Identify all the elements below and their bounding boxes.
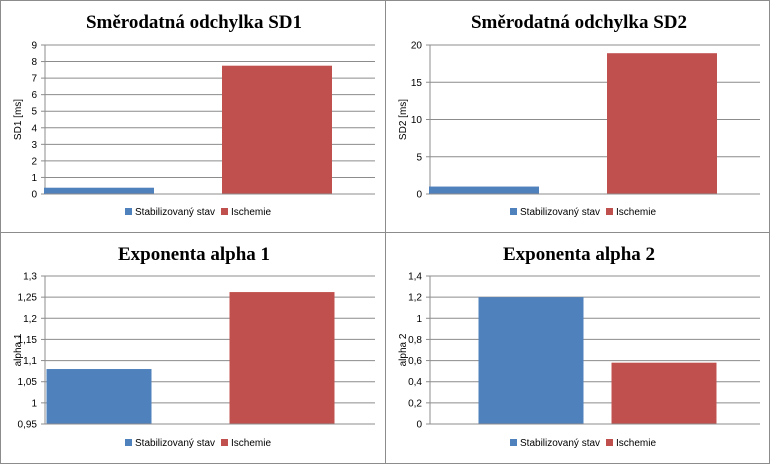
- bar: [46, 369, 152, 424]
- chart-title: Směrodatná odchylka SD2: [471, 12, 687, 33]
- y-axis-label: SD2 [ms]: [398, 99, 409, 140]
- legend-swatch: [221, 208, 228, 215]
- chart-panel-sd2: Směrodatná odchylka SD2 0 5 10 15 20 SD2 [ms] S…: [385, 0, 770, 233]
- legend-label: Stabilizovaný stav: [520, 207, 600, 218]
- chart-title: Směrodatná odchylka SD1: [86, 12, 302, 33]
- legend-label: Ischemie: [231, 438, 271, 449]
- legend-swatch: [606, 208, 613, 215]
- chart-title: Exponenta alpha 1: [118, 244, 270, 265]
- bar: [607, 53, 717, 194]
- legend-swatch: [510, 208, 517, 215]
- y-tick-label: 0: [416, 420, 422, 431]
- legend-label: Stabilizovaný stav: [520, 438, 600, 449]
- chart-svg-sd2: Směrodatná odchylka SD2 0 5 10 15 20 SD2 [ms] S…: [398, 12, 760, 218]
- y-tick-label: 5: [416, 152, 422, 163]
- y-tick-label: 0,4: [408, 377, 422, 388]
- y-tick-label: 0,6: [408, 356, 422, 367]
- chart-svg-alpha2: Exponenta alpha 2 0 0,2 0,4 0,6 0,8 1 1,2 1,4 alp…: [398, 244, 760, 449]
- legend-swatch: [125, 208, 132, 215]
- y-tick-label: 1: [416, 314, 422, 325]
- bar: [478, 297, 584, 424]
- y-tick-label: 0: [416, 190, 422, 201]
- y-tick-label: 1,2: [23, 314, 37, 325]
- y-tick-label: 0: [31, 190, 37, 201]
- legend-label: Ischemie: [231, 207, 271, 218]
- y-tick-label: 9: [31, 41, 37, 52]
- y-tick-label: 1,05: [18, 377, 38, 388]
- y-tick-label: 0,95: [18, 420, 38, 431]
- legend-label: Ischemie: [616, 438, 656, 449]
- y-tick-label: 10: [411, 115, 423, 126]
- y-tick-label: 1: [31, 398, 37, 409]
- y-tick-label: 6: [31, 90, 37, 101]
- y-tick-label: 0,2: [408, 398, 422, 409]
- y-tick-label: 1,2: [408, 293, 422, 304]
- legend-swatch: [125, 439, 132, 446]
- legend-label: Ischemie: [616, 207, 656, 218]
- chart-panel-sd1: Směrodatná odchylka SD1 0 1 2 3 4 5 6 7 8 9 SD1 [ms…: [0, 0, 386, 233]
- legend-swatch: [510, 439, 517, 446]
- bar: [229, 292, 335, 424]
- y-tick-label: 1,4: [408, 272, 422, 283]
- y-tick-label: 2: [31, 156, 37, 167]
- chart-title: Exponenta alpha 2: [503, 244, 655, 265]
- y-tick-label: 8: [31, 57, 37, 68]
- legend-label: Stabilizovaný stav: [135, 438, 215, 449]
- y-tick-label: 1,3: [23, 272, 37, 283]
- chart-svg-alpha1: Exponenta alpha 1 0,95 1 1,05 1,1 1,15 1,2 1,25…: [13, 244, 375, 449]
- legend-swatch: [221, 439, 228, 446]
- y-tick-label: 1,25: [18, 293, 38, 304]
- bar: [44, 187, 154, 194]
- chart-svg-sd1: Směrodatná odchylka SD1 0 1 2 3 4 5 6 7 8 9 SD1 [ms…: [13, 12, 375, 218]
- legend-label: Stabilizovaný stav: [135, 207, 215, 218]
- y-tick-label: 1,15: [18, 335, 38, 346]
- chart-panel-alpha1: Exponenta alpha 1 0,95 1 1,05 1,1 1,15 1,2 1,25…: [0, 232, 386, 464]
- y-tick-label: 1,1: [23, 356, 37, 367]
- y-tick-label: 4: [31, 123, 37, 134]
- y-tick-label: 3: [31, 140, 37, 151]
- bar: [222, 65, 332, 194]
- bar: [429, 186, 539, 194]
- bar: [611, 362, 717, 424]
- y-tick-label: 15: [411, 78, 423, 89]
- chart-panel-alpha2: Exponenta alpha 2 0 0,2 0,4 0,6 0,8 1 1,2 1,4 alp…: [385, 232, 770, 464]
- y-axis-label: alpha 2: [398, 333, 409, 366]
- y-tick-label: 5: [31, 107, 37, 118]
- legend-swatch: [606, 439, 613, 446]
- y-tick-label: 7: [31, 74, 37, 85]
- y-axis-label: alpha 1: [13, 333, 24, 366]
- y-tick-label: 20: [411, 41, 423, 52]
- y-tick-label: 0,8: [408, 335, 422, 346]
- y-axis-label: SD1 [ms]: [13, 99, 24, 140]
- y-tick-label: 1: [31, 173, 37, 184]
